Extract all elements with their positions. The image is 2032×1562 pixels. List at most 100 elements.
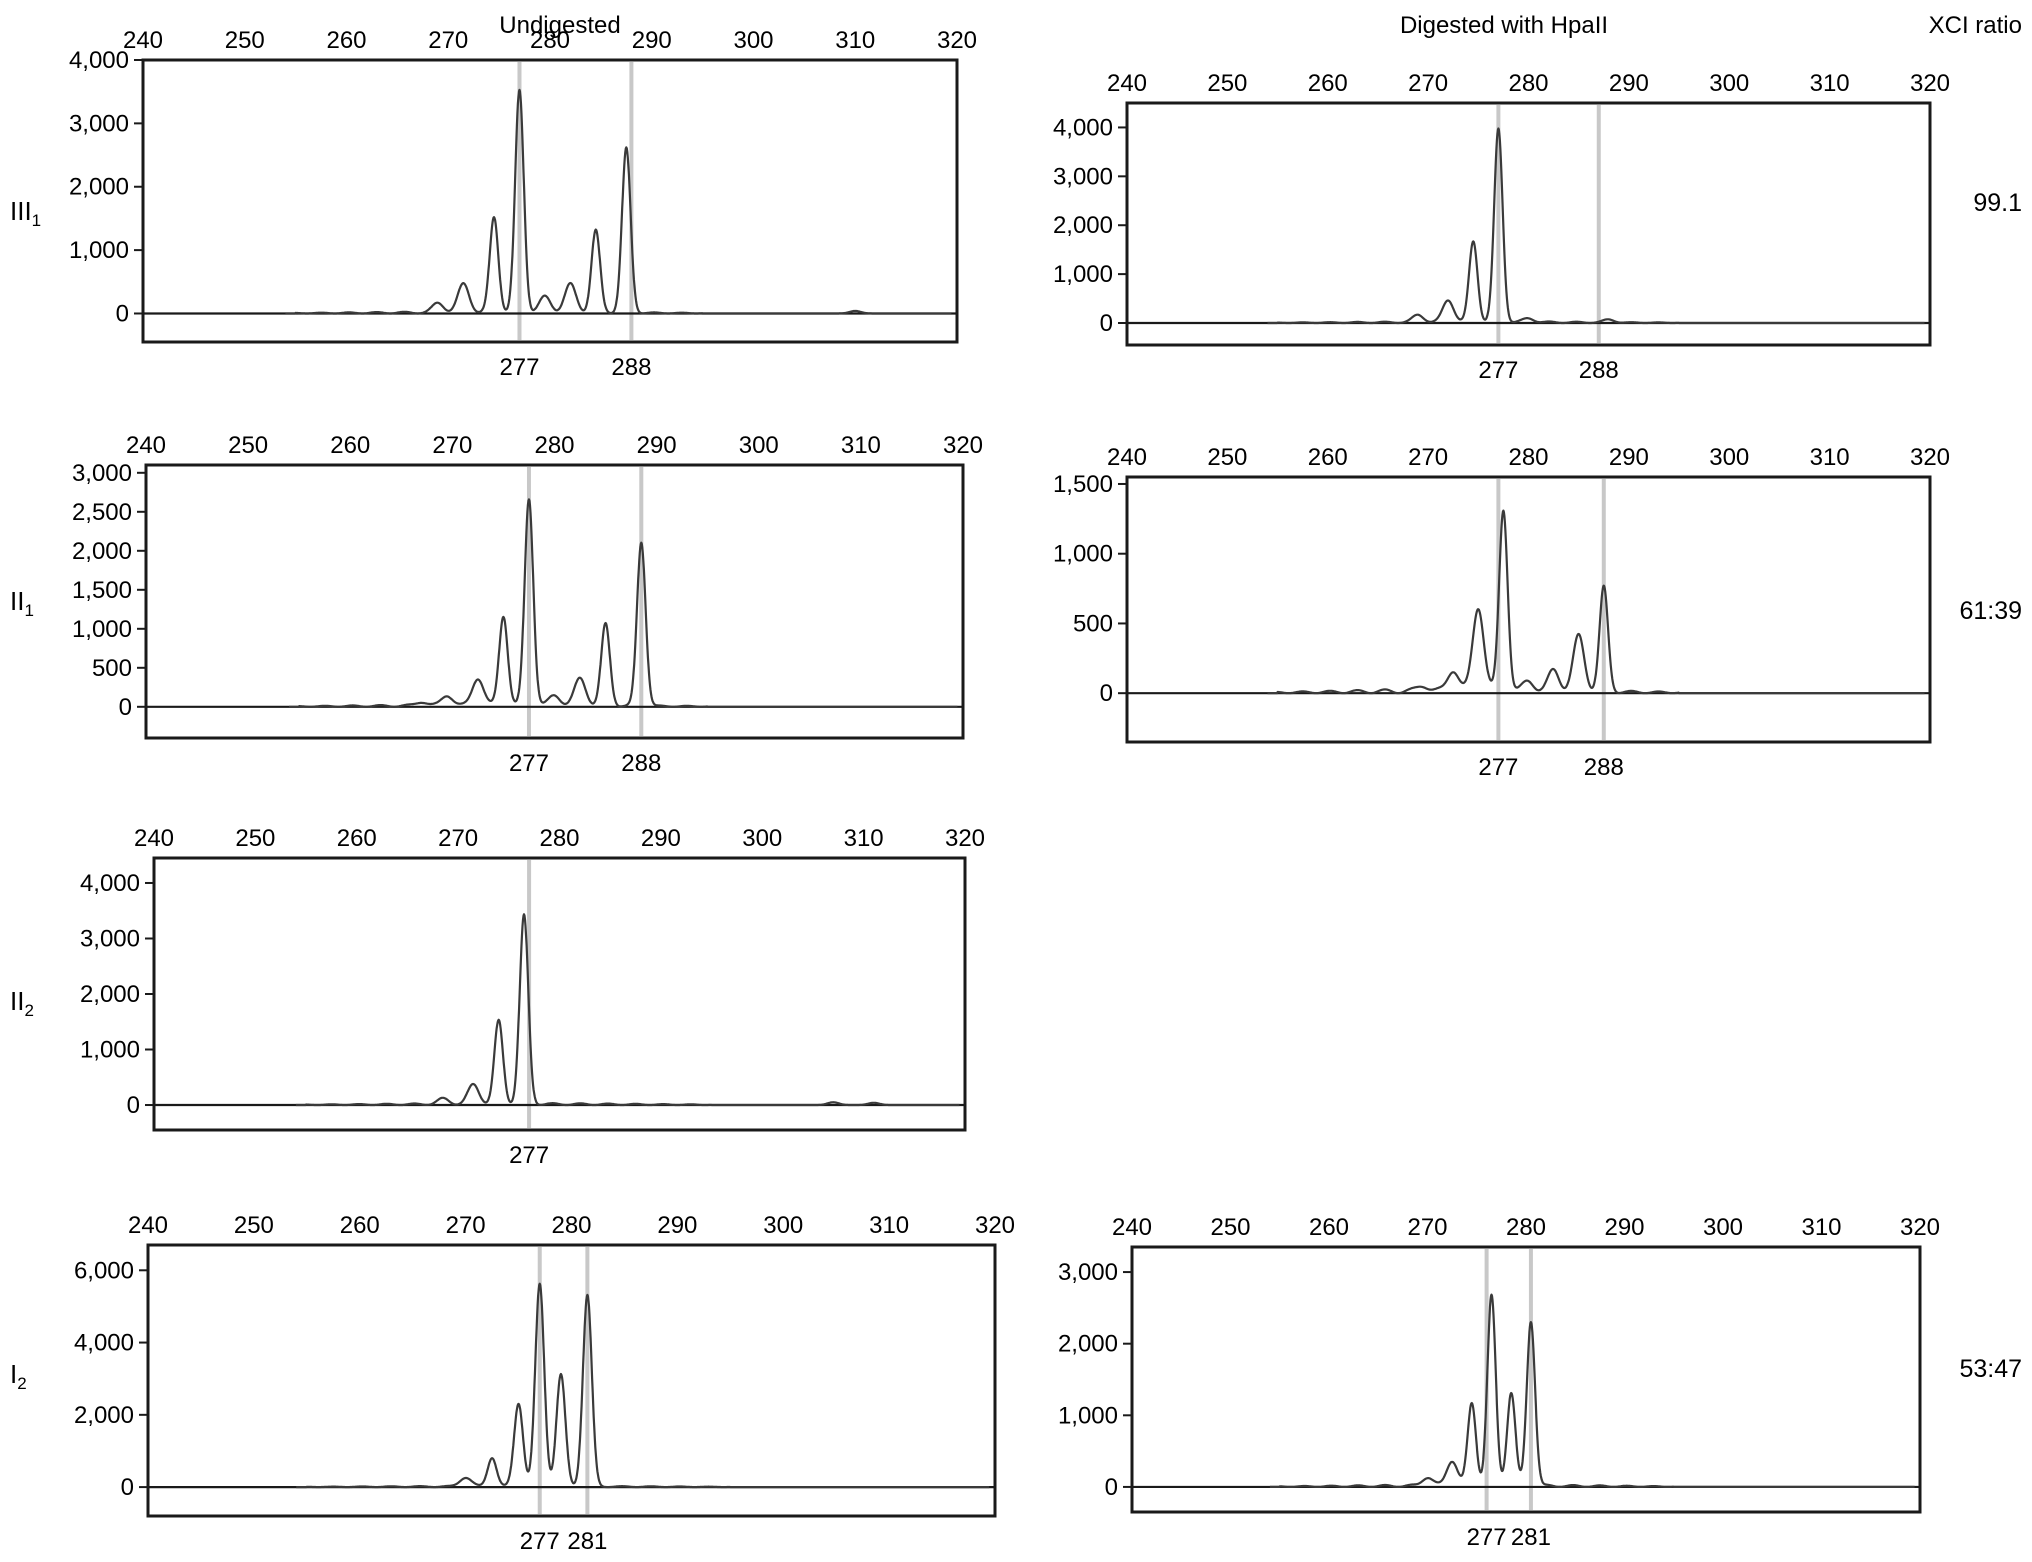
allele-size-label: 288 [1579,357,1619,384]
x-tick-label: 270 [438,825,478,852]
y-tick-label: 3,000 [80,925,140,952]
x-tick-label: 300 [1709,70,1749,97]
row-label: III1 [10,196,41,230]
y-tick-label: 2,000 [80,981,140,1008]
x-tick-label: 320 [1910,70,1950,97]
y-tick-label: 4,000 [80,870,140,897]
x-tick-label: 280 [1508,444,1548,471]
y-tick-label: 2,000 [1053,212,1113,239]
y-tick-label: 1,000 [1053,541,1113,568]
x-tick-label: 250 [1210,1214,1250,1241]
panel-digested-row4: 240 250 260 270 280 290 300 310 320 0 1,000 2,000 3,… [1058,1214,1940,1551]
x-tick-label: 270 [1408,444,1448,471]
allele-size-label: 277 [520,1528,560,1555]
x-tick-label: 240 [126,432,166,459]
y-tick-label: 500 [1073,610,1113,637]
x-tick-label: 270 [432,432,472,459]
x-tick-label: 320 [1900,1214,1940,1241]
allele-size-label: 277 [509,1142,549,1169]
header-xci-ratio: XCI ratio [1929,12,2022,39]
y-tick-label: 6,000 [74,1257,134,1284]
y-tick-label: 3,000 [1053,163,1113,190]
y-tick-label: 0 [116,300,129,327]
x-tick-label: 240 [1112,1214,1152,1241]
x-tick-label: 300 [1709,444,1749,471]
y-tick-label: 0 [119,694,132,721]
y-tick-label: 4,000 [74,1330,134,1357]
plot-frame [1130,1245,1922,1514]
x-tick-label: 320 [945,825,985,852]
x-tick-label: 270 [428,27,468,54]
row-label-id: III [10,196,32,226]
x-tick-label: 270 [446,1212,486,1239]
x-tick-label: 240 [128,1212,168,1239]
y-tick-label: 0 [1100,680,1113,707]
y-tick-label: 2,500 [72,499,132,526]
allele-size-label: 277 [509,750,549,777]
y-tick-label: 4,000 [1053,114,1113,141]
x-tick-label: 250 [235,825,275,852]
signal-trace [295,1282,990,1489]
header-digested: Digested with HpaII [1400,12,1608,39]
x-tick-label: 240 [1107,70,1147,97]
xci-ratio-values: 99.1 61:39 53:47 [1959,189,2022,1383]
allele-size-label: 277 [1478,754,1518,781]
x-tick-label: 260 [1308,70,1348,97]
y-tick-label: 2,000 [74,1402,134,1429]
panel-undigested-row3: 240 250 260 270 280 290 300 310 320 0 1,000 2,000 3,… [80,825,985,1169]
y-tick-label: 2,000 [72,538,132,565]
x-tick-label: 260 [1309,1214,1349,1241]
x-tick-label: 250 [1207,70,1247,97]
row-label-subscript: 2 [17,1374,26,1393]
y-tick-label: 1,000 [1053,261,1113,288]
signal-trace [284,88,952,315]
y-tick-label: 0 [1105,1474,1118,1501]
panel-digested-row2: 240 250 260 270 280 290 300 310 320 0 500 1,000 1,50… [1053,444,1950,781]
row-label-id: I [10,1359,17,1389]
x-tick-label: 310 [869,1212,909,1239]
panel-digested-row1: 240 250 260 270 280 290 300 310 320 0 1,000 2,000 3,… [1053,70,1950,384]
x-tick-label: 320 [1910,444,1950,471]
x-tick-label: 270 [1408,70,1448,97]
x-tick-label: 250 [225,27,265,54]
y-tick-label: 3,000 [72,460,132,487]
x-tick-label: 250 [234,1212,274,1239]
allele-size-label: 277 [1467,1524,1507,1551]
x-tick-label: 310 [841,432,881,459]
x-tick-label: 240 [1107,444,1147,471]
y-tick-label: 3,000 [1058,1259,1118,1286]
xci-ratio-value: 53:47 [1959,1355,2022,1383]
y-tick-label: 0 [1100,310,1113,337]
x-tick-label: 290 [632,27,672,54]
x-tick-label: 260 [340,1212,380,1239]
y-tick-label: 2,000 [1058,1331,1118,1358]
x-tick-label: 250 [228,432,268,459]
x-tick-label: 290 [641,825,681,852]
electropherogram-panels: 240 250 260 270 280 290 300 310 320 0 1,000 2,000 3,… [69,27,1950,1555]
y-tick-label: 0 [121,1474,134,1501]
x-tick-label: 320 [943,432,983,459]
y-tick-label: 1,000 [1058,1402,1118,1429]
allele-size-label: 277 [499,354,539,381]
y-tick-label: 1,000 [69,237,129,264]
x-tick-label: 310 [844,825,884,852]
x-tick-label: 300 [1703,1214,1743,1241]
allele-size-label: 288 [611,354,651,381]
allele-size-label: 281 [567,1528,607,1555]
panel-undigested-row4: 240 250 260 270 280 290 300 310 320 0 2,000 4,000 6,… [74,1212,1015,1555]
x-tick-label: 320 [937,27,977,54]
signal-trace [1269,1293,1916,1488]
x-tick-label: 260 [337,825,377,852]
x-tick-label: 300 [739,432,779,459]
row-label-subscript: 2 [24,1001,33,1020]
x-tick-label: 260 [1308,444,1348,471]
panel-undigested-row2: 240 250 260 270 280 290 300 310 320 0 500 1,000 1,50… [72,432,983,777]
xci-ratio-value: 99.1 [1973,189,2022,217]
row-label: II1 [10,586,34,620]
x-tick-label: 290 [657,1212,697,1239]
x-tick-label: 310 [1810,70,1850,97]
x-tick-label: 280 [1508,70,1548,97]
y-tick-label: 500 [92,655,132,682]
